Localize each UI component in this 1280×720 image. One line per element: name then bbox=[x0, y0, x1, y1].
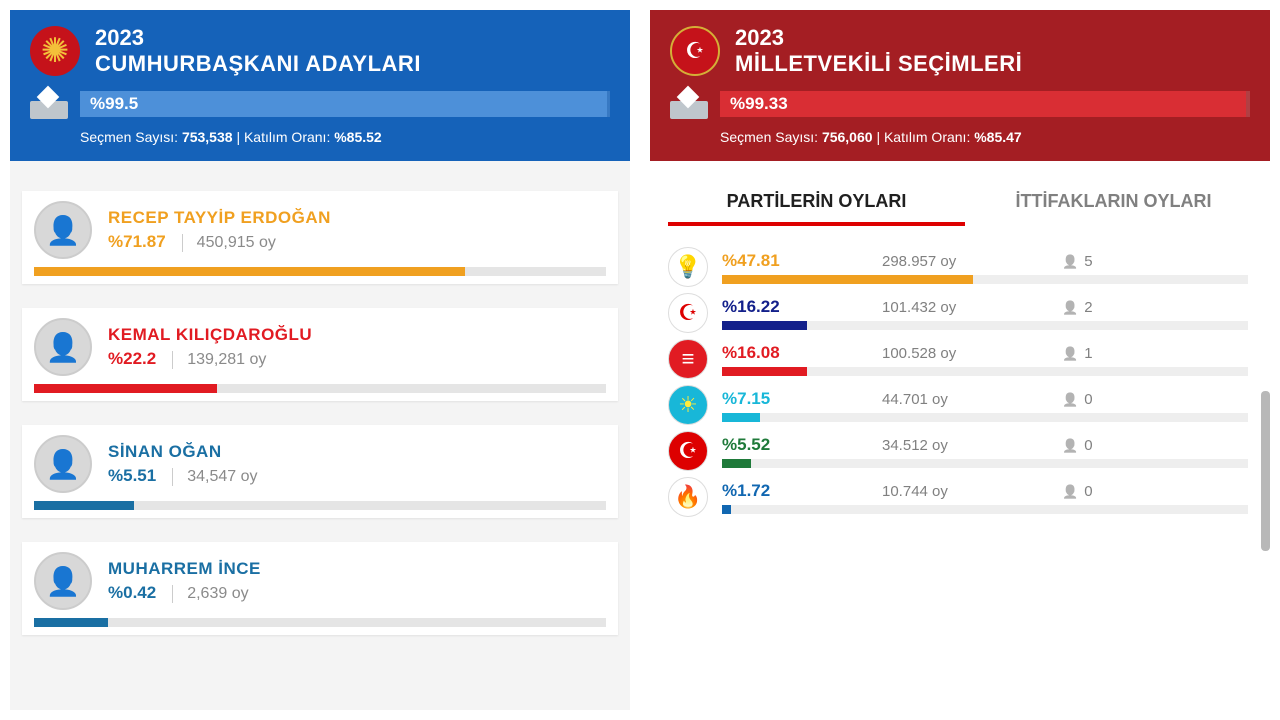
ballot-box-icon bbox=[670, 89, 708, 119]
party-votes: 101.432 oy bbox=[882, 299, 1062, 316]
party-votes: 298.957 oy bbox=[882, 253, 1062, 270]
party-pct: %47.81 bbox=[722, 251, 882, 271]
party-logo-icon: ≡ bbox=[668, 339, 708, 379]
presidential-count-fill bbox=[80, 91, 607, 117]
candidate-pct: %5.51 bbox=[108, 466, 156, 486]
presidential-year: 2023 bbox=[95, 25, 421, 51]
party-votes: 10.744 oy bbox=[882, 483, 1062, 500]
party-bar bbox=[722, 367, 1248, 376]
presidential-header: /*noop*/ ✺ 2023 CUMHURBAŞKANI ADAYLARI %… bbox=[10, 10, 630, 161]
presidential-meta: Seçmen Sayısı: 753,538 | Katılım Oranı: … bbox=[80, 129, 610, 145]
party-row[interactable]: ≡ %16.08 100.528 oy 1 bbox=[668, 339, 1248, 379]
party-seats: 0 bbox=[1062, 391, 1093, 408]
parliament-panel: ☪ 2023 MİLLETVEKİLİ SEÇİMLERİ %99.33 Seç… bbox=[650, 10, 1270, 710]
party-bar bbox=[722, 321, 1248, 330]
tab-alliances[interactable]: İTTİFAKLARIN OYLARI bbox=[965, 181, 1262, 226]
candidate-name: KEMAL KILIÇDAROĞLU bbox=[108, 325, 606, 345]
candidate-avatar: 👤 bbox=[34, 552, 92, 610]
scrollbar-thumb[interactable] bbox=[1261, 391, 1270, 551]
voters-label: Seçmen Sayısı: bbox=[720, 129, 818, 145]
candidate-name: RECEP TAYYİP ERDOĞAN bbox=[108, 208, 606, 228]
party-seats: 1 bbox=[1062, 345, 1093, 362]
party-logo-icon: 💡 bbox=[668, 247, 708, 287]
parliament-count-pct: %99.33 bbox=[720, 94, 788, 114]
party-list: 💡 %47.81 298.957 oy 5 ☪ %16.22 101.432 o… bbox=[668, 247, 1262, 517]
candidate-row[interactable]: 👤 RECEP TAYYİP ERDOĞAN %71.87 450,915 oy bbox=[22, 191, 618, 284]
candidate-row[interactable]: 👤 MUHARREM İNCE %0.42 2,639 oy bbox=[22, 542, 618, 635]
parliament-year: 2023 bbox=[735, 25, 1022, 51]
presidential-count-pct: %99.5 bbox=[80, 94, 138, 114]
candidate-bar bbox=[106, 384, 606, 393]
candidate-bar bbox=[106, 267, 606, 276]
party-votes: 44.701 oy bbox=[882, 391, 1062, 408]
candidates-list: 👤 RECEP TAYYİP ERDOĞAN %71.87 450,915 oy… bbox=[10, 161, 630, 710]
party-row[interactable]: ☪ %5.52 34.512 oy 0 bbox=[668, 431, 1248, 471]
tab-parties[interactable]: PARTİLERİN OYLARI bbox=[668, 181, 965, 226]
parliament-meta: Seçmen Sayısı: 756,060 | Katılım Oranı: … bbox=[720, 129, 1250, 145]
parties-body: PARTİLERİN OYLARI İTTİFAKLARIN OYLARI 💡 … bbox=[650, 161, 1270, 710]
candidate-pct: %0.42 bbox=[108, 583, 156, 603]
party-logo-icon: 🔥 bbox=[668, 477, 708, 517]
turnout-value: %85.47 bbox=[974, 129, 1021, 145]
turnout-label: Katılım Oranı: bbox=[244, 129, 330, 145]
party-pct: %5.52 bbox=[722, 435, 882, 455]
party-pct: %7.15 bbox=[722, 389, 882, 409]
candidate-pct: %71.87 bbox=[108, 232, 166, 252]
candidate-row[interactable]: 👤 SİNAN OĞAN %5.51 34,547 oy bbox=[22, 425, 618, 518]
ballot-box-icon bbox=[30, 89, 68, 119]
party-logo-icon: ☀ bbox=[668, 385, 708, 425]
parliament-count-fill bbox=[720, 91, 1246, 117]
presidential-panel: /*noop*/ ✺ 2023 CUMHURBAŞKANI ADAYLARI %… bbox=[10, 10, 630, 710]
party-row[interactable]: ☪ %16.22 101.432 oy 2 bbox=[668, 293, 1248, 333]
turnout-label: Katılım Oranı: bbox=[884, 129, 970, 145]
party-seats: 0 bbox=[1062, 437, 1093, 454]
candidate-avatar: 👤 bbox=[34, 435, 92, 493]
candidate-votes: 450,915 oy bbox=[182, 234, 276, 252]
parliament-header: ☪ 2023 MİLLETVEKİLİ SEÇİMLERİ %99.33 Seç… bbox=[650, 10, 1270, 161]
candidate-pct: %22.2 bbox=[108, 349, 156, 369]
party-bar bbox=[722, 505, 1248, 514]
presidential-seal-icon: /*noop*/ ✺ bbox=[30, 26, 80, 76]
candidate-votes: 139,281 oy bbox=[172, 351, 266, 369]
voters-value: 756,060 bbox=[822, 129, 873, 145]
candidate-votes: 2,639 oy bbox=[172, 585, 248, 603]
party-logo-icon: ☪ bbox=[668, 293, 708, 333]
party-pct: %16.08 bbox=[722, 343, 882, 363]
candidate-name: MUHARREM İNCE bbox=[108, 559, 606, 579]
candidate-row[interactable]: 👤 KEMAL KILIÇDAROĞLU %22.2 139,281 oy bbox=[22, 308, 618, 401]
candidate-avatar: 👤 bbox=[34, 318, 92, 376]
party-pct: %1.72 bbox=[722, 481, 882, 501]
candidate-votes: 34,547 oy bbox=[172, 468, 257, 486]
candidate-avatar: 👤 bbox=[34, 201, 92, 259]
party-votes: 34.512 oy bbox=[882, 437, 1062, 454]
party-seats: 0 bbox=[1062, 483, 1093, 500]
parliament-seal-icon: ☪ bbox=[670, 26, 720, 76]
presidential-count-bar: %99.5 bbox=[80, 91, 610, 117]
candidate-bar bbox=[106, 501, 606, 510]
turnout-value: %85.52 bbox=[334, 129, 381, 145]
party-pct: %16.22 bbox=[722, 297, 882, 317]
presidential-title: CUMHURBAŞKANI ADAYLARI bbox=[95, 51, 421, 77]
party-tabs: PARTİLERİN OYLARI İTTİFAKLARIN OYLARI bbox=[668, 181, 1262, 229]
parliament-title: MİLLETVEKİLİ SEÇİMLERİ bbox=[735, 51, 1022, 77]
party-row[interactable]: 💡 %47.81 298.957 oy 5 bbox=[668, 247, 1248, 287]
party-bar bbox=[722, 275, 1248, 284]
party-row[interactable]: 🔥 %1.72 10.744 oy 0 bbox=[668, 477, 1248, 517]
voters-label: Seçmen Sayısı: bbox=[80, 129, 178, 145]
party-seats: 2 bbox=[1062, 299, 1093, 316]
voters-value: 753,538 bbox=[182, 129, 233, 145]
parliament-count-bar: %99.33 bbox=[720, 91, 1250, 117]
candidate-name: SİNAN OĞAN bbox=[108, 442, 606, 462]
party-row[interactable]: ☀ %7.15 44.701 oy 0 bbox=[668, 385, 1248, 425]
party-logo-icon: ☪ bbox=[668, 431, 708, 471]
party-seats: 5 bbox=[1062, 253, 1093, 270]
party-bar bbox=[722, 413, 1248, 422]
candidate-bar bbox=[106, 618, 606, 627]
party-votes: 100.528 oy bbox=[882, 345, 1062, 362]
party-bar bbox=[722, 459, 1248, 468]
